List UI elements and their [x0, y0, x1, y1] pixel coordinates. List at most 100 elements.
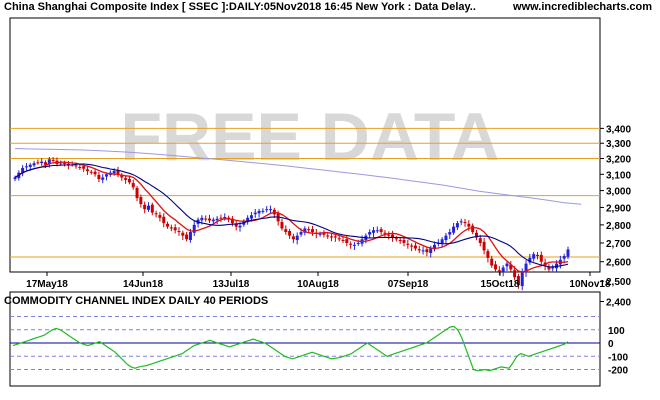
candle-body: [459, 221, 463, 223]
candle-body: [162, 216, 166, 224]
y-tick-label: 2,400: [606, 298, 631, 309]
ma-short-line: [14, 161, 569, 273]
y-tick-label: 2,900: [606, 203, 631, 214]
cci-y-tick-label: -200: [608, 366, 628, 377]
candle-body: [284, 229, 288, 233]
candle-body: [59, 162, 63, 164]
candle-body: [524, 263, 528, 273]
candle-body: [486, 251, 490, 258]
candle-body: [188, 232, 192, 241]
candle-body: [169, 227, 173, 229]
candle-body: [345, 239, 349, 243]
candle-body: [192, 224, 196, 233]
candle-body: [74, 165, 78, 167]
candle-body: [440, 239, 444, 244]
candle-body: [303, 228, 307, 233]
candle-body: [139, 197, 143, 205]
candle-body: [85, 169, 89, 172]
candle-body: [474, 232, 478, 238]
candle-body: [505, 263, 509, 267]
candle-body: [135, 187, 139, 199]
candle-body: [89, 171, 93, 173]
x-tick-label: 07Sep18: [388, 279, 429, 290]
candle-body: [490, 258, 494, 266]
candle-body: [219, 217, 223, 219]
y-tick-label: 3,000: [606, 187, 631, 198]
candle-body: [93, 171, 97, 175]
candle-body: [257, 210, 261, 214]
candle-body: [82, 166, 86, 169]
candle-body: [166, 223, 170, 227]
candle-body: [131, 183, 135, 188]
candle-body: [402, 240, 406, 243]
candle-body: [551, 267, 555, 269]
candle-body: [211, 219, 215, 222]
candle-body: [124, 178, 128, 180]
candle-body: [97, 174, 101, 180]
candle-body: [143, 204, 147, 210]
candle-body: [356, 242, 360, 244]
candle-body: [417, 249, 421, 251]
candle-body: [478, 238, 482, 243]
candle-body: [539, 254, 543, 262]
y-tick-label: 3,300: [606, 139, 631, 150]
y-tick-label: 3,100: [606, 170, 631, 181]
candle-body: [47, 159, 51, 164]
candle-body: [310, 229, 314, 233]
candle-body: [562, 256, 566, 259]
candle-body: [330, 236, 334, 238]
candle-body: [333, 236, 337, 238]
candle-body: [181, 232, 185, 236]
candle-body: [379, 229, 383, 233]
candle-body: [280, 222, 284, 229]
candle-body: [185, 234, 189, 240]
candle-body: [291, 236, 295, 240]
candle-body: [288, 230, 292, 236]
x-tick-label: 13Jul18: [213, 279, 250, 290]
candle-body: [127, 178, 131, 183]
candle-body: [230, 218, 234, 224]
candle-body: [208, 218, 212, 221]
candle-body: [532, 254, 536, 259]
x-tick-label: 15Oct18: [481, 279, 520, 290]
candle-body: [318, 233, 322, 235]
candle-body: [28, 164, 32, 167]
candle-body: [295, 235, 299, 241]
website-label[interactable]: www.incrediblecharts.com: [513, 1, 652, 13]
candle-body: [146, 205, 150, 210]
candle-body: [429, 248, 433, 254]
candle-body: [265, 209, 269, 211]
candle-body: [112, 171, 116, 174]
chart-header-title: China Shanghai Composite Index [ SSEC ]:…: [4, 1, 476, 13]
y-tick-label: 3,200: [606, 155, 631, 166]
candle-body: [120, 174, 124, 178]
candle-body: [413, 245, 417, 249]
candle-body: [253, 212, 257, 215]
candle-body: [509, 264, 513, 270]
candle-body: [501, 267, 505, 273]
candle-body: [391, 234, 395, 238]
x-tick-label: 14Jun18: [123, 279, 163, 290]
candle-body: [177, 230, 181, 233]
candle-body: [307, 229, 311, 231]
candle-body: [13, 177, 17, 180]
candle-body: [105, 174, 109, 177]
candle-body: [215, 218, 219, 221]
y-tick-label: 2,600: [606, 258, 631, 269]
candle-body: [349, 243, 353, 245]
candle-body: [520, 271, 524, 287]
candle-body: [21, 167, 25, 174]
x-tick-label: 10Aug18: [297, 279, 339, 290]
cci-y-tick-label: -100: [608, 352, 628, 363]
candle-body: [387, 234, 391, 236]
ma-medium-line: [14, 163, 569, 268]
y-tick-label: 2,700: [606, 239, 631, 250]
candle-body: [566, 249, 570, 257]
cci-plot-area: [9, 291, 601, 387]
candle-body: [204, 218, 208, 220]
candle-body: [173, 227, 177, 231]
candle-body: [444, 235, 448, 241]
candle-body: [383, 232, 387, 234]
